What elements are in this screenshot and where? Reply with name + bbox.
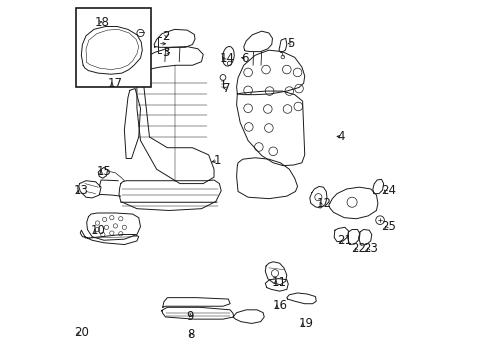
Text: 8: 8 [187,328,194,341]
Text: 4: 4 [337,130,345,144]
Text: 17: 17 [107,77,122,90]
Text: 6: 6 [241,51,248,64]
Text: 12: 12 [316,197,330,210]
Text: 19: 19 [298,317,313,330]
Text: 3: 3 [162,46,169,59]
Text: 24: 24 [380,184,395,197]
Text: 11: 11 [271,276,286,289]
Text: 9: 9 [186,310,194,323]
Text: 1: 1 [214,154,221,167]
Text: 15: 15 [97,165,111,177]
Text: 2: 2 [162,30,169,43]
Text: 23: 23 [363,242,378,255]
Text: 16: 16 [272,299,287,312]
Text: 7: 7 [223,82,230,95]
Bar [76,8,151,87]
Text: 25: 25 [381,220,396,233]
Text: 10: 10 [90,224,105,237]
Text: 20: 20 [74,326,89,339]
Text: 22: 22 [351,242,366,255]
Text: 5: 5 [287,37,294,50]
Text: 18: 18 [94,16,109,29]
Text: 13: 13 [74,184,89,197]
Text: 14: 14 [219,51,234,64]
Text: 21: 21 [336,234,351,247]
